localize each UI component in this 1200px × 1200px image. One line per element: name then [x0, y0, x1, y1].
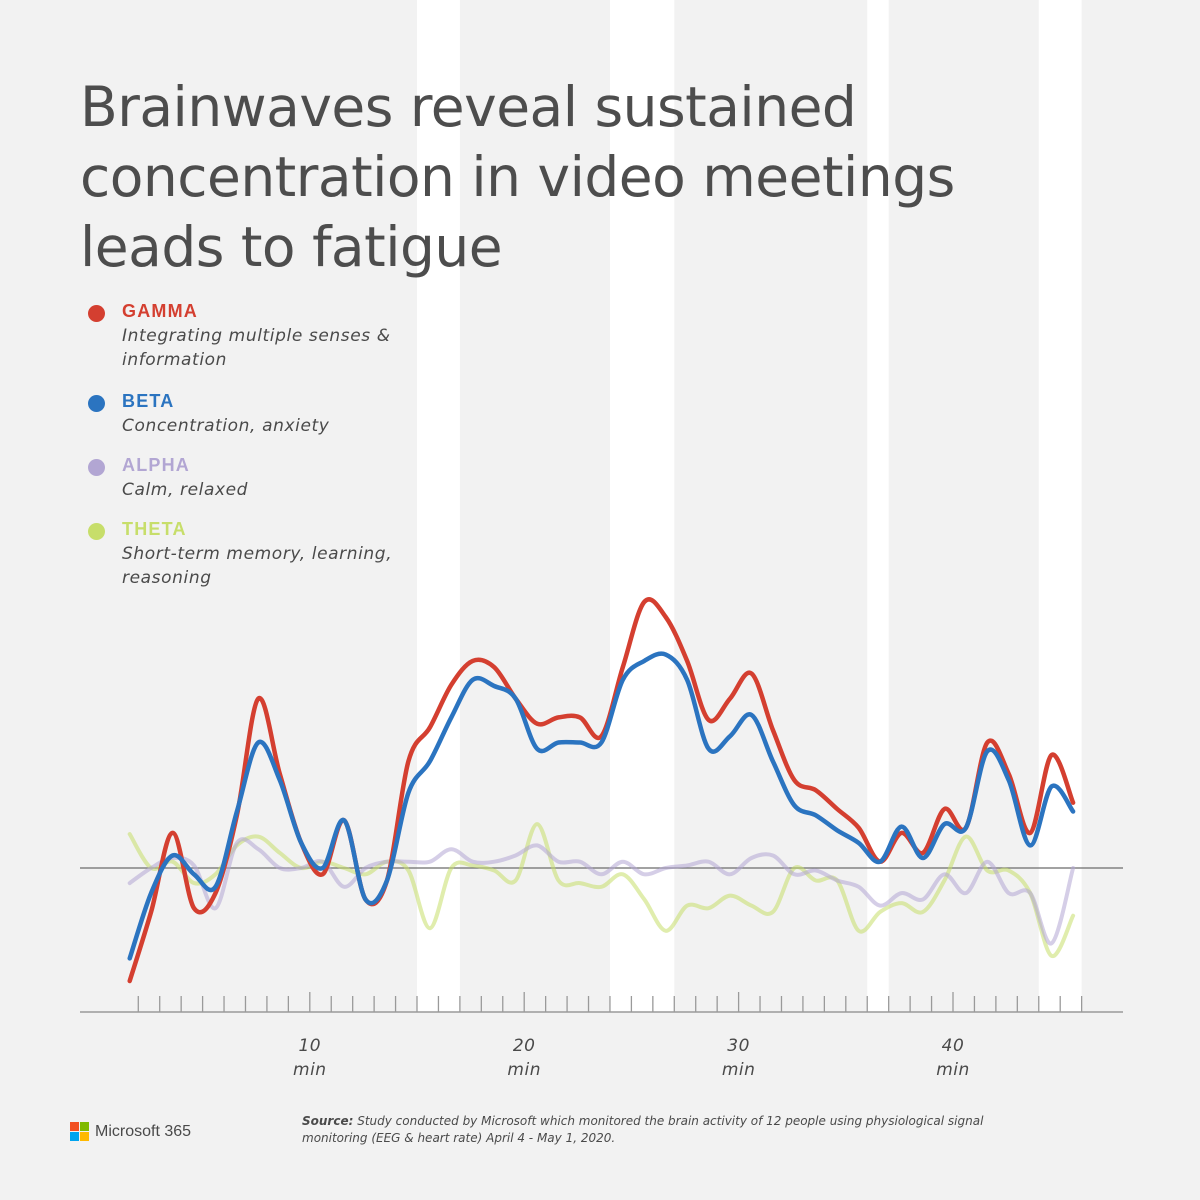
x-tick-label-20: 20 min [484, 1034, 564, 1082]
legend-dot-beta [88, 395, 105, 412]
x-tick-unit: min [936, 1060, 970, 1080]
series-line-gamma [127, 597, 1076, 984]
highlight-band [417, 0, 460, 1012]
highlight-band [609, 0, 675, 1012]
legend-name-gamma: GAMMA [122, 301, 198, 321]
legend-item-beta: BETA Concentration, anxiety [86, 388, 416, 438]
x-tick-unit: min [507, 1060, 541, 1080]
microsoft-logo-icon [70, 1122, 89, 1141]
legend-dot-theta [88, 523, 105, 540]
x-tick-unit: min [721, 1060, 756, 1080]
legend-dot-gamma [88, 305, 105, 322]
x-tick-value: 30 [727, 1036, 750, 1056]
legend-desc-gamma: Integrating multiple senses & informatio… [122, 326, 391, 370]
legend-desc-beta: Concentration, anxiety [122, 416, 330, 436]
page-title: Brainwaves reveal sustained concentratio… [80, 75, 955, 279]
source-label: Source: [302, 1114, 354, 1128]
x-tick-value: 10 [298, 1036, 322, 1056]
legend-item-gamma: GAMMA Integrating multiple senses & info… [86, 298, 416, 372]
brand-name: Microsoft 365 [95, 1122, 192, 1140]
legend-name-beta: BETA [122, 391, 175, 411]
legend-name-theta: THETA [122, 519, 187, 539]
chart-legend: GAMMA Integrating multiple senses & info… [86, 298, 416, 590]
series-line-theta [127, 822, 1076, 958]
legend-desc-alpha: Calm, relaxed [122, 480, 249, 500]
legend-dot-alpha [88, 459, 105, 476]
x-tick-label-40: 40 min [913, 1034, 993, 1082]
chart-lines [127, 597, 1076, 984]
series-line-beta [127, 651, 1076, 961]
series-line-alpha [127, 837, 1076, 946]
highlight-band [867, 0, 889, 1012]
legend-desc-theta: Short-term memory, learning, reasoning [122, 544, 393, 588]
x-tick-value: 40 [941, 1036, 965, 1056]
source-note: Source: Study conducted by Microsoft whi… [302, 1113, 1022, 1147]
x-axis [80, 867, 1123, 1013]
x-tick-unit: min [293, 1060, 327, 1080]
brand: Microsoft 365 [70, 1122, 191, 1141]
legend-name-alpha: ALPHA [122, 455, 190, 475]
x-tick-label-10: 10 min [270, 1034, 350, 1082]
highlight-band [1038, 0, 1082, 1012]
legend-item-alpha: ALPHA Calm, relaxed [86, 452, 416, 502]
x-tick-label-30: 30 min [699, 1034, 779, 1082]
x-tick-value: 20 [512, 1036, 536, 1056]
highlight-bands [417, 0, 1082, 1012]
source-text: Study conducted by Microsoft which monit… [302, 1114, 984, 1145]
legend-item-theta: THETA Short-term memory, learning, reaso… [86, 516, 416, 590]
